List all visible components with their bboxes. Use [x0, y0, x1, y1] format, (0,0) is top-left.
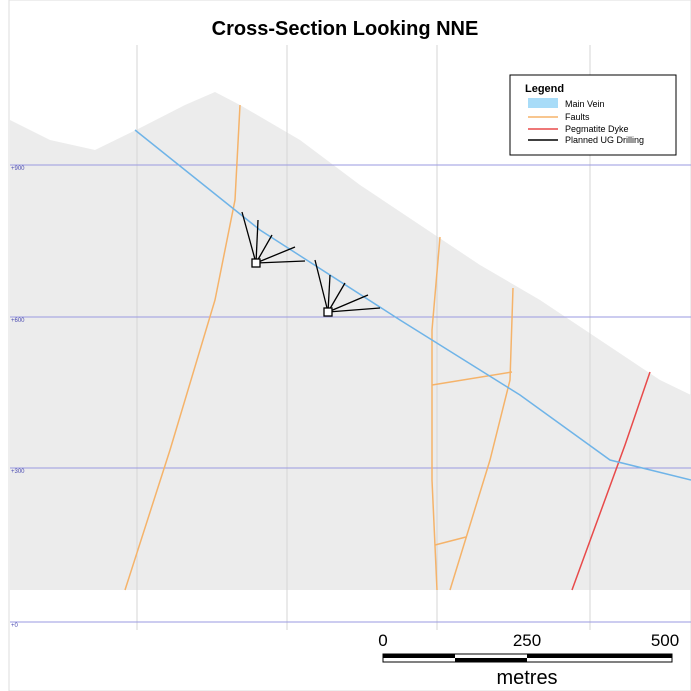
legend-title: Legend — [525, 83, 564, 95]
elevation-label: +300 — [11, 469, 25, 475]
elevation-label: +600 — [11, 318, 25, 324]
elevation-label: +0 — [11, 623, 19, 629]
scale-label: 0 — [378, 631, 387, 650]
scale-label: 500 — [651, 631, 679, 650]
legend: Legend Main Vein Faults Pegmatite Dyke P… — [510, 75, 676, 155]
legend-item: Pegmatite Dyke — [565, 124, 629, 134]
title: Cross-Section Looking NNE — [212, 18, 479, 40]
legend-item: Main Vein — [565, 99, 605, 109]
cross-section: +900 +600 +300 +0 Legend Main Vein Fault… — [0, 0, 691, 691]
scale-label: 250 — [513, 631, 541, 650]
elevation-label: +900 — [11, 166, 25, 172]
scale-unit: metres — [496, 667, 557, 689]
legend-item: Planned UG Drilling — [565, 135, 644, 145]
legend-item: Faults — [565, 112, 590, 122]
